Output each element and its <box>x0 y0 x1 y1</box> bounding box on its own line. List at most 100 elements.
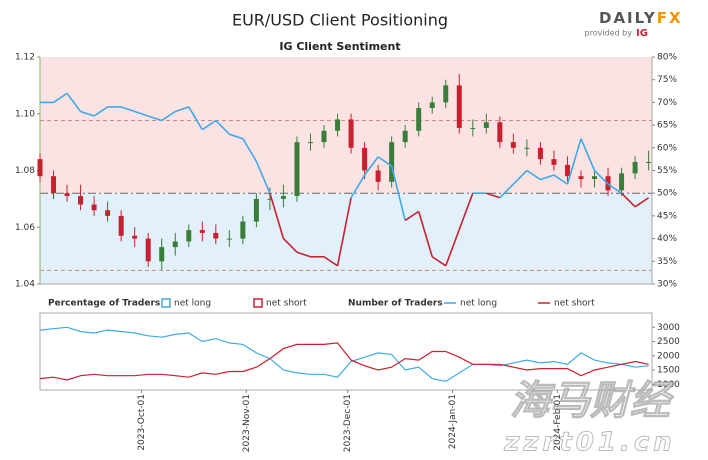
candle-body <box>105 210 111 216</box>
candle-body <box>456 85 462 128</box>
candle-body <box>578 176 584 180</box>
logo-tagline: provided by <box>585 29 633 38</box>
y-tick-label: 1.06 <box>15 223 35 233</box>
candle-body <box>78 196 84 205</box>
percent-line <box>282 238 298 253</box>
y2-tick-label: 55% <box>657 166 677 176</box>
percent-line <box>512 169 528 185</box>
long-zone <box>40 193 652 284</box>
candle-body <box>37 159 43 177</box>
candle-body <box>226 238 232 240</box>
y2-tick-label: 80% <box>657 53 677 63</box>
candle-body <box>497 122 503 143</box>
y2-tick-label: 60% <box>657 143 677 153</box>
percent-line <box>147 115 162 122</box>
legend-label: net long <box>460 299 497 309</box>
short-zone <box>40 57 652 194</box>
candle-body <box>307 142 313 144</box>
legend-label: net short <box>554 299 595 309</box>
x-tick-label: 2023-Oct-01 <box>137 394 147 451</box>
candle-body <box>443 85 449 103</box>
y-tick-label: 1.10 <box>15 109 35 119</box>
percent-line <box>323 256 338 267</box>
candle-body <box>402 130 408 143</box>
legend-label: net short <box>266 299 307 309</box>
candle-body <box>389 142 395 182</box>
percent-line <box>80 110 95 117</box>
candle-body <box>416 108 422 131</box>
percent-line <box>134 110 149 117</box>
percent-line <box>188 106 203 131</box>
y2-tick-label: 2500 <box>657 337 680 347</box>
candle-body <box>159 247 165 262</box>
percent-line <box>621 192 636 208</box>
percent-line <box>458 192 474 230</box>
y-tick-label: 1.12 <box>15 53 35 63</box>
percent-line <box>377 156 393 167</box>
percent-line <box>93 106 109 117</box>
percent-line <box>431 256 447 267</box>
series-line <box>39 326 649 383</box>
candle-body <box>186 230 192 242</box>
candle-body <box>551 159 557 165</box>
series-line <box>39 342 649 381</box>
y2-tick-label: 65% <box>657 121 677 131</box>
x-tick-label: 2024-Jan-01 <box>448 394 458 449</box>
candle-body <box>213 232 219 239</box>
y2-tick-label: 30% <box>657 280 677 290</box>
candle-body <box>51 176 57 194</box>
candle-body <box>564 164 570 177</box>
candle-body <box>362 147 368 171</box>
y2-tick-label: 40% <box>657 234 677 244</box>
candle-body <box>632 161 638 174</box>
y2-tick-label: 2000 <box>657 351 680 361</box>
candle-body <box>240 221 246 239</box>
candle-body <box>510 142 516 148</box>
x-tick-label: 2024-Feb-01 <box>553 394 563 451</box>
percent-line <box>363 156 379 176</box>
chart-subtitle: IG Client Sentiment <box>279 40 400 53</box>
percent-line <box>390 165 406 221</box>
y2-tick-label: 75% <box>657 75 677 85</box>
watermark-url: zzrt01.cn <box>503 428 676 458</box>
candle-body <box>294 142 300 197</box>
legend-label: net long <box>174 299 211 309</box>
percent-line <box>486 192 501 199</box>
candle-body <box>91 204 97 211</box>
percent-line <box>66 92 82 112</box>
percent-line <box>336 197 352 266</box>
percent-line <box>607 183 623 194</box>
percent-line <box>161 110 176 122</box>
y2-tick-label: 50% <box>657 189 677 199</box>
percent-line <box>526 169 541 181</box>
y-tick-label: 1.04 <box>15 280 35 290</box>
logo: DAILYFX <box>599 9 683 27</box>
candle-body <box>524 147 530 149</box>
candle-body <box>483 122 489 128</box>
y2-tick-label: 35% <box>657 257 677 267</box>
percent-line <box>215 119 230 135</box>
candle-body <box>172 241 178 248</box>
percent-line <box>350 174 366 199</box>
candle-body <box>64 193 70 197</box>
candle-body <box>321 130 327 143</box>
percent-line <box>634 197 650 208</box>
percent-line <box>296 251 311 258</box>
candle-body <box>348 119 354 148</box>
y2-tick-label: 3000 <box>657 323 680 333</box>
watermark: 海马财经 <box>510 378 675 424</box>
candle-body <box>132 235 138 239</box>
percent-line <box>269 192 285 239</box>
candle-body <box>199 230 205 233</box>
percent-line <box>417 211 433 257</box>
candle-body <box>267 198 273 200</box>
percent-line <box>255 161 271 194</box>
percent-line <box>174 106 190 113</box>
logo-ig: IG <box>636 28 648 39</box>
percent-line <box>53 92 68 104</box>
chart-title: EUR/USD Client Positioning <box>232 11 448 30</box>
percent-line <box>444 229 461 267</box>
percent-line <box>499 183 514 199</box>
legend-title: Number of Traders <box>348 299 443 309</box>
